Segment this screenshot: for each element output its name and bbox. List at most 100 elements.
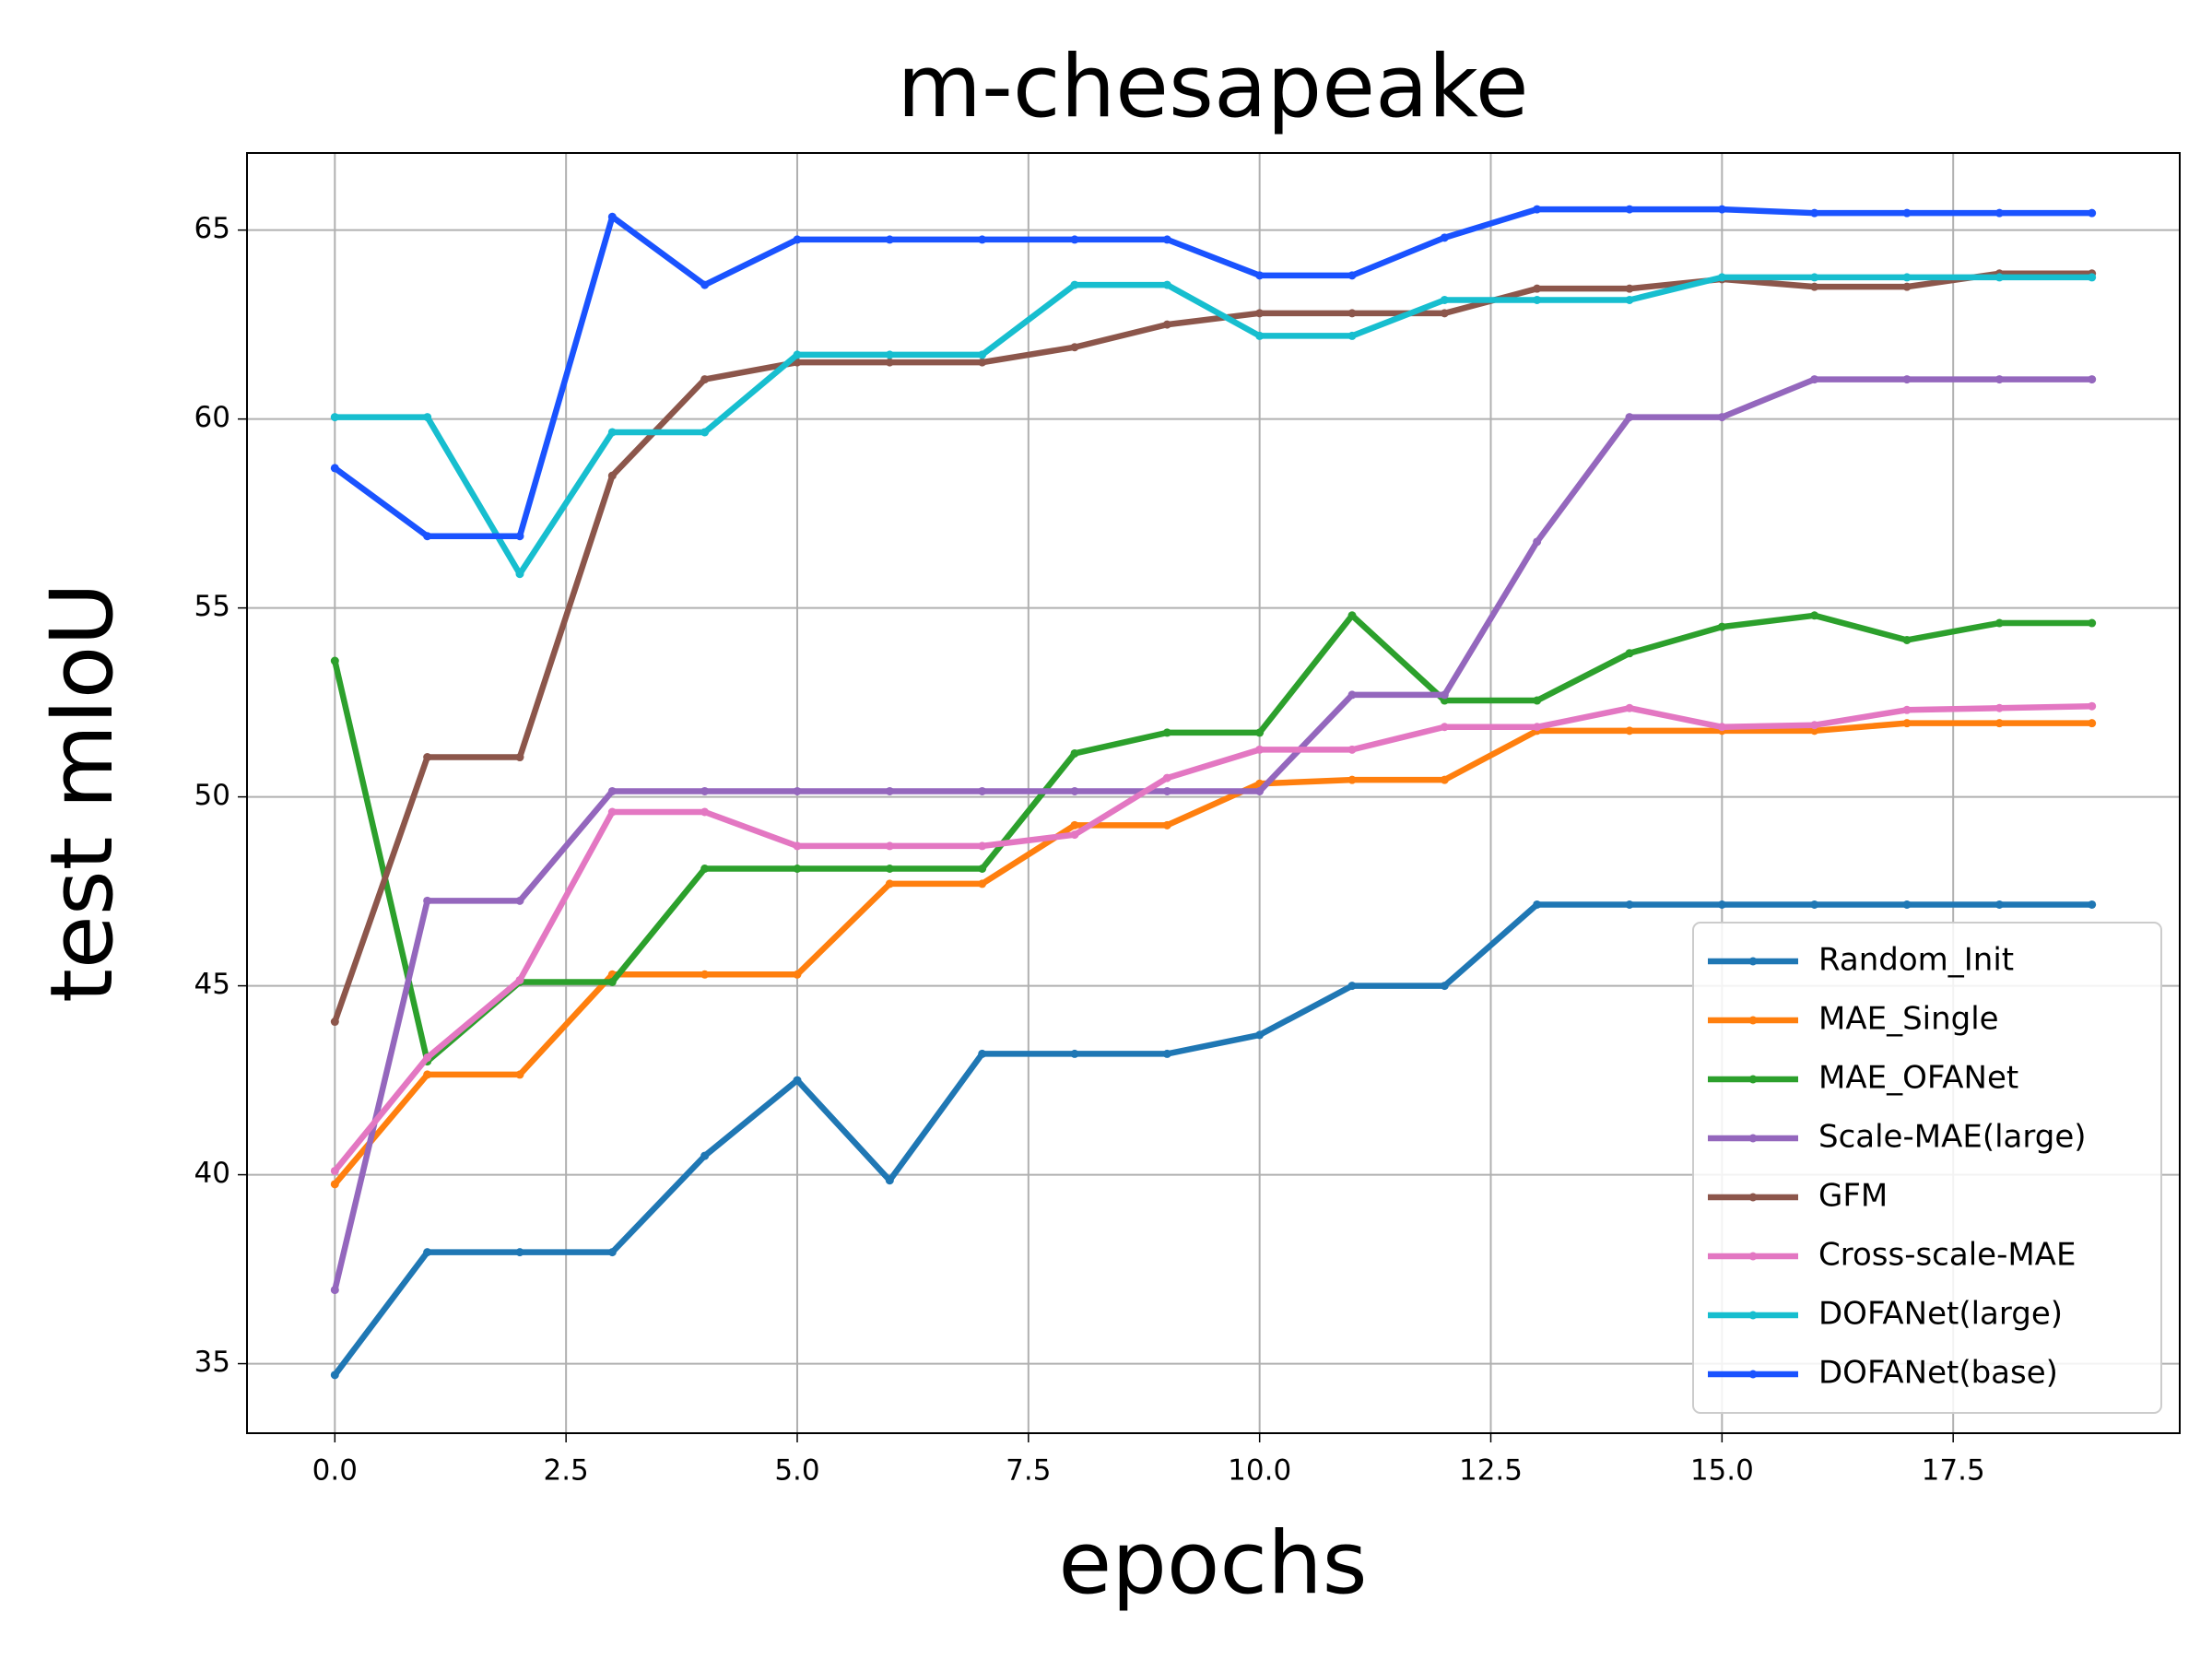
marker <box>1810 900 1819 909</box>
marker <box>700 807 710 817</box>
marker <box>515 896 524 905</box>
marker <box>330 1180 339 1189</box>
marker <box>1440 696 1449 705</box>
marker <box>1440 690 1449 700</box>
marker <box>1994 273 2004 282</box>
marker <box>1717 900 1726 909</box>
line <box>332 702 2092 1173</box>
marker <box>1533 295 1542 304</box>
y-tick-label: 50 <box>194 779 230 812</box>
marker <box>1810 721 1819 730</box>
marker <box>330 1166 339 1175</box>
marker <box>2088 618 2097 628</box>
marker <box>423 896 432 905</box>
y-tick-label: 60 <box>194 401 230 434</box>
marker <box>1162 235 1171 244</box>
marker <box>1533 537 1542 547</box>
marker <box>2088 900 2097 909</box>
marker <box>1902 719 1912 728</box>
marker <box>607 786 617 795</box>
marker <box>1625 703 1634 712</box>
x-tick-label: 15.0 <box>1690 1454 1754 1488</box>
marker <box>978 841 987 851</box>
line <box>332 612 2092 1065</box>
legend-label: Scale-MAE(large) <box>1818 1119 2087 1156</box>
marker <box>1162 280 1171 289</box>
marker <box>1717 205 1726 214</box>
marker <box>1440 233 1449 242</box>
series <box>330 900 2097 1380</box>
marker <box>330 413 339 422</box>
legend-label: Random_Init <box>1818 942 2014 979</box>
marker <box>1070 1049 1079 1058</box>
marker <box>1347 775 1357 784</box>
marker <box>1347 690 1357 700</box>
marker <box>885 358 894 367</box>
marker <box>1440 723 1449 732</box>
line <box>335 274 2092 577</box>
marker <box>607 1248 617 1257</box>
y-tick-label: 45 <box>194 968 230 1001</box>
chart-title: m-chesapeake <box>897 37 1528 137</box>
marker <box>885 235 894 244</box>
marker <box>1070 235 1079 244</box>
legend-label: GFM <box>1818 1178 1888 1215</box>
marker <box>1162 773 1171 782</box>
marker <box>330 1018 339 1027</box>
series <box>330 375 2097 1295</box>
marker <box>330 1371 339 1380</box>
marker <box>515 753 524 762</box>
legend-marker <box>1748 1311 1758 1320</box>
marker <box>1440 775 1449 784</box>
series <box>330 273 2097 579</box>
marker <box>2088 208 2097 218</box>
plot-frame <box>246 152 2181 1434</box>
marker <box>1717 723 1726 732</box>
marker <box>1255 309 1265 318</box>
marker <box>1255 271 1265 280</box>
marker <box>978 864 987 873</box>
marker <box>1162 728 1171 737</box>
marker <box>700 428 710 437</box>
marker <box>330 656 339 665</box>
marker <box>1994 618 2004 628</box>
marker <box>978 350 987 359</box>
marker <box>1347 611 1357 620</box>
marker <box>1902 208 1912 218</box>
marker <box>1347 309 1357 318</box>
marker <box>1070 280 1079 289</box>
line <box>332 270 2092 1023</box>
marker <box>700 375 710 384</box>
marker <box>607 428 617 437</box>
marker <box>1347 982 1357 991</box>
marker <box>700 786 710 795</box>
marker <box>423 1248 432 1257</box>
marker <box>1162 1049 1171 1058</box>
x-tick-label: 10.0 <box>1228 1454 1291 1488</box>
marker <box>1625 205 1634 214</box>
marker <box>2088 701 2097 711</box>
marker <box>1070 343 1079 352</box>
marker <box>1717 622 1726 631</box>
legend-label: Cross-scale-MAE <box>1818 1237 2076 1274</box>
marker <box>1810 375 1819 384</box>
marker <box>1070 830 1079 840</box>
legend-label: DOFANet(base) <box>1818 1355 2058 1392</box>
y-tick-label: 55 <box>194 590 230 623</box>
series <box>330 269 2097 1027</box>
legend-marker <box>1748 1193 1758 1202</box>
marker <box>793 970 802 979</box>
line <box>332 720 2092 1186</box>
legend-marker <box>1748 1134 1758 1143</box>
marker <box>1162 320 1171 329</box>
marker <box>1533 284 1542 293</box>
marker <box>700 280 710 289</box>
marker <box>1255 1030 1265 1040</box>
marker <box>2088 273 2097 282</box>
marker <box>1994 703 2004 712</box>
legend-box <box>1692 922 2162 1414</box>
legend-marker <box>1748 1370 1758 1379</box>
marker <box>1440 982 1449 991</box>
series <box>330 205 2097 541</box>
